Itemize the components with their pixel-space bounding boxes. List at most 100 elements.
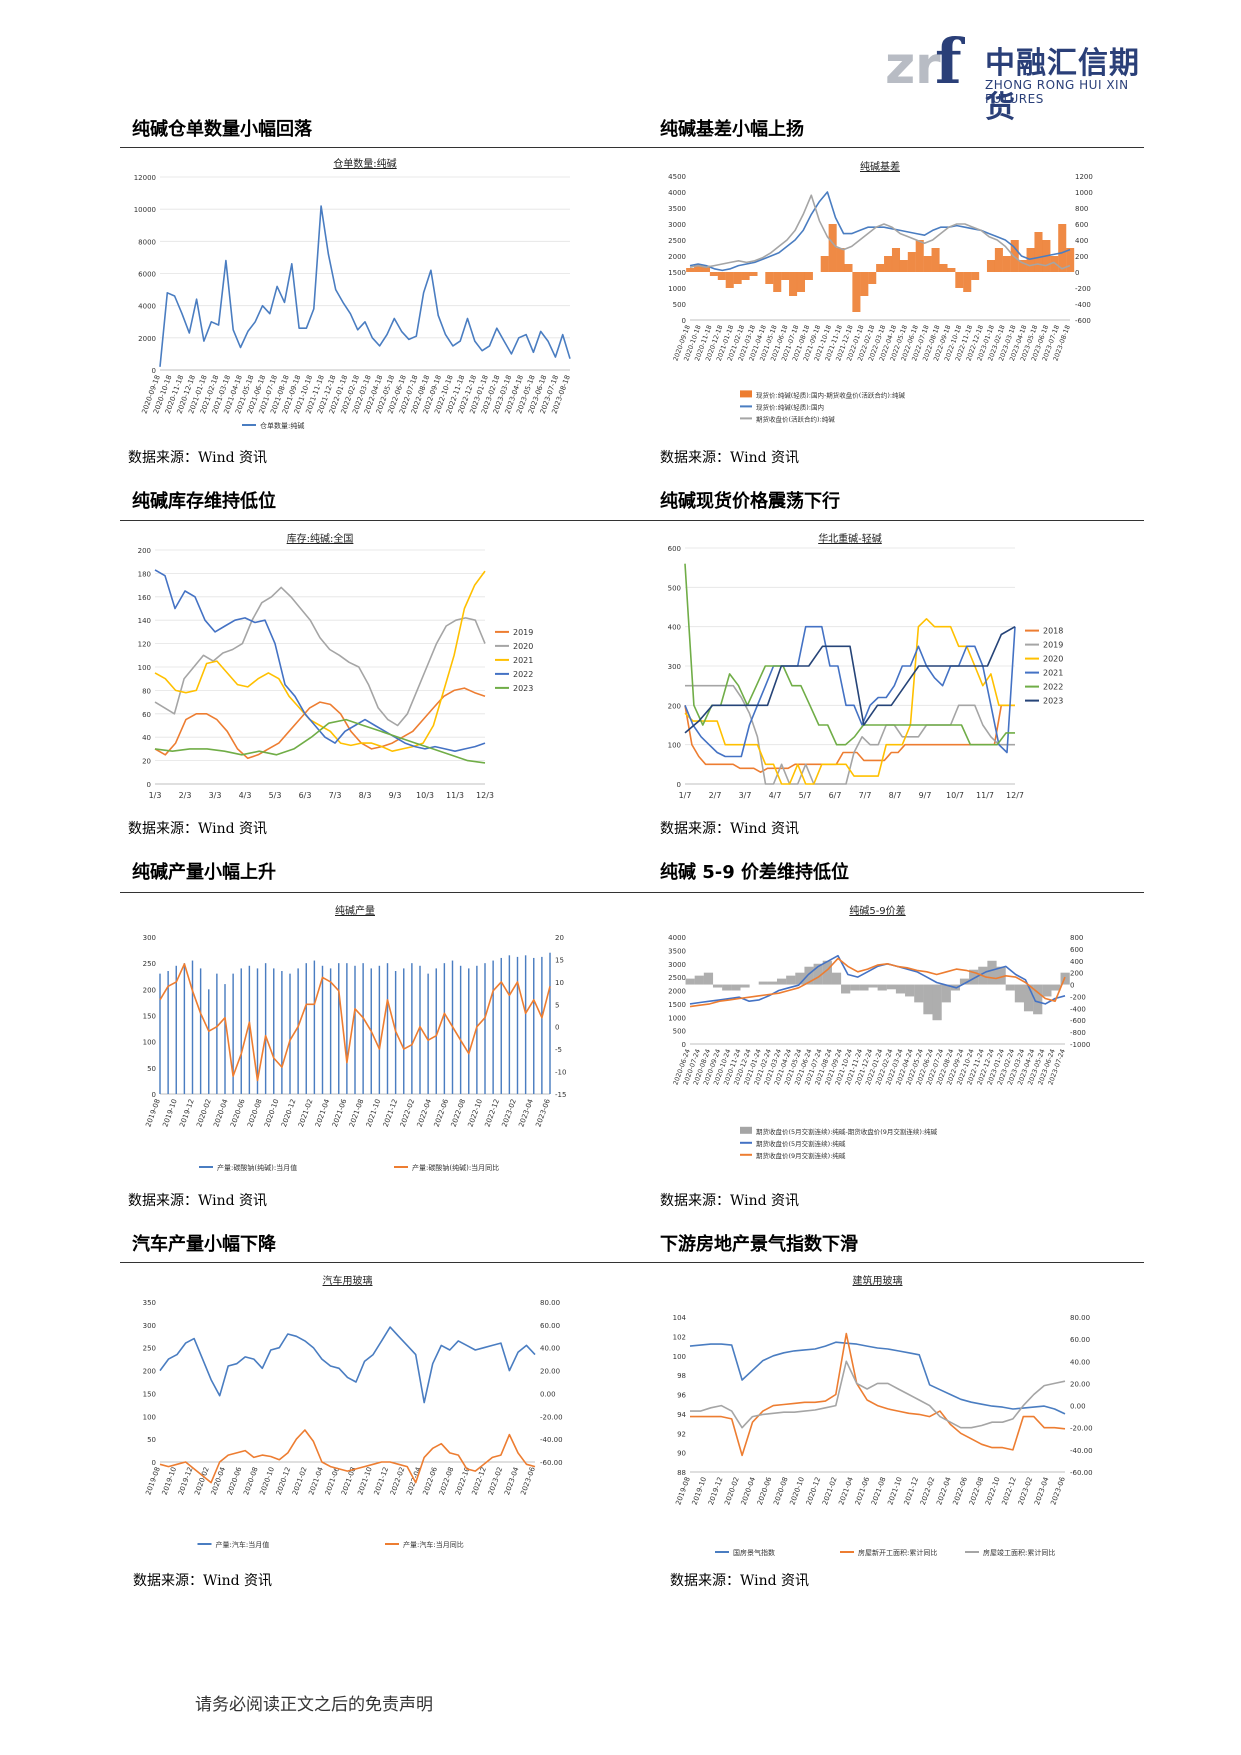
area-bar xyxy=(709,272,718,276)
y-tick-label: 0 xyxy=(682,1041,686,1049)
bar xyxy=(443,963,446,1094)
y2-tick-label: -5 xyxy=(555,1046,562,1054)
chart-title: 库存:纯碱:全国 xyxy=(287,532,354,545)
x-tick-label: 3/3 xyxy=(209,791,222,800)
bar xyxy=(524,955,527,1094)
y-tick-label: 3000 xyxy=(668,961,686,969)
area-bar xyxy=(1066,248,1075,272)
y-tick-label: 200 xyxy=(143,986,156,994)
section-divider xyxy=(120,1262,1144,1263)
area-bar xyxy=(781,272,790,280)
x-tick-label: 7/3 xyxy=(329,791,342,800)
area-bar xyxy=(1023,984,1034,1012)
y2-tick-label: -800 xyxy=(1070,1029,1086,1037)
area-bar xyxy=(994,248,1003,272)
chart-title: 建筑用玻璃 xyxy=(853,1274,903,1287)
area-bar xyxy=(915,240,924,272)
y2-tick-label: 80.00 xyxy=(1070,1314,1090,1322)
bar xyxy=(175,965,177,1094)
x-tick-label: 2020-12 xyxy=(275,1466,293,1496)
bar xyxy=(199,968,202,1094)
series-line xyxy=(154,687,486,760)
y2-tick-label: 40.00 xyxy=(540,1345,560,1353)
section-divider xyxy=(120,520,1144,521)
area-bar xyxy=(895,984,906,994)
x-tick-label: 11/7 xyxy=(976,791,994,800)
series-line xyxy=(684,625,1016,758)
bar xyxy=(297,968,299,1094)
x-tick-label: 2022-10 xyxy=(984,1476,1002,1506)
area-bar xyxy=(836,248,845,272)
y-tick-label: 2000 xyxy=(668,253,686,261)
bar xyxy=(386,963,389,1094)
area-bar xyxy=(828,224,837,272)
y2-tick-label: 60.00 xyxy=(1070,1336,1090,1344)
y2-tick-label: -400 xyxy=(1070,1005,1086,1013)
y2-tick-label: 40.00 xyxy=(1070,1358,1090,1366)
y-tick-label: 500 xyxy=(673,301,686,309)
area-bar xyxy=(1051,984,1061,991)
x-tick-label: 2020-10 xyxy=(258,1466,276,1496)
y-tick-label: 350 xyxy=(143,1299,156,1307)
x-tick-label: 2020-08 xyxy=(242,1466,260,1496)
x-tick-label: 2020-02 xyxy=(195,1098,213,1128)
x-tick-label: 2023-02 xyxy=(500,1098,518,1128)
x-tick-label: 2021-10 xyxy=(356,1466,374,1496)
bar xyxy=(419,965,421,1094)
bar xyxy=(549,952,551,1094)
chart-spot-price: 华北重碱-轻碱 0 100 200 300 400 500 600 1/7 2/7 3/7 4/7 5/… xyxy=(650,530,1120,812)
area-bar xyxy=(831,972,842,985)
area-bar xyxy=(795,972,805,985)
series-line xyxy=(684,563,1015,746)
legend-label: 现货价:纯碱(轻质):国内-期货收盘价(活跃合约):纯碱 xyxy=(756,390,906,399)
y-tick-label: 150 xyxy=(143,1013,156,1021)
y2-tick-label: 400 xyxy=(1070,958,1083,966)
company-logo: z r f 中融汇信期货 ZHONG RONG HUI XIN FUTURES xyxy=(885,28,1165,125)
chart-building-glass: 建筑用玻璃 88 90 92 94 96 98 100 102 104 -60.00 -40.00 -2… xyxy=(650,1272,1120,1557)
section-title: 纯碱基差小幅上扬 xyxy=(660,119,804,140)
x-tick-label: 2023-04 xyxy=(503,1465,521,1496)
bar xyxy=(541,956,543,1094)
legend-label: 产量:碳酸钠(纯碱):当月值 xyxy=(217,1163,297,1172)
x-tick-label: 2020-06 xyxy=(229,1097,247,1128)
y2-tick-label: 600 xyxy=(1070,946,1083,954)
series-line xyxy=(159,963,551,1082)
y-tick-label: 0 xyxy=(152,1459,156,1467)
y-tick-label: 1500 xyxy=(668,1001,686,1009)
y-tick-label: 300 xyxy=(143,934,156,942)
x-tick-label: 2021-10 xyxy=(886,1476,904,1506)
y2-tick-label: 60.00 xyxy=(540,1322,560,1330)
y-tick-label: 160 xyxy=(138,594,151,602)
x-tick-label: 2022-12 xyxy=(483,1098,501,1128)
y-tick-label: 3500 xyxy=(668,947,686,955)
logo-en-text: ZHONG RONG HUI XIN FUTURES xyxy=(985,78,1129,106)
x-tick-label: 2022-06 xyxy=(952,1475,970,1506)
y2-tick-label: -60.00 xyxy=(540,1459,563,1467)
y-tick-label: 20 xyxy=(142,758,151,766)
x-tick-label: 2021-04 xyxy=(307,1465,325,1496)
x-tick-label: 2020-02 xyxy=(723,1476,741,1506)
legend-label: 仓单数量:纯碱 xyxy=(260,421,304,430)
series-line xyxy=(684,618,1015,785)
section-title: 下游房地产景气指数下滑 xyxy=(660,1234,858,1255)
x-tick-label: 2021-02 xyxy=(297,1098,315,1128)
series-line xyxy=(689,194,1071,270)
y-tick-label: 4000 xyxy=(668,934,686,942)
x-tick-label: 5/3 xyxy=(269,791,282,800)
y2-tick-label: 800 xyxy=(1075,205,1088,213)
chart-auto-glass: 汽车用玻璃 0 50 100 150 200 250 300 350 -60.00 -40.00 -2… xyxy=(120,1272,590,1557)
bar xyxy=(378,965,381,1094)
bar xyxy=(281,971,283,1094)
y2-tick-label: 10 xyxy=(555,979,564,987)
bar xyxy=(273,968,275,1094)
section-title: 纯碱 5-9 价差维持低位 xyxy=(660,862,850,883)
legend-label: 2019 xyxy=(1043,641,1063,650)
y2-tick-label: -200 xyxy=(1075,285,1091,293)
y-tick-label: 500 xyxy=(668,584,681,592)
y2-tick-label: -1000 xyxy=(1070,1041,1090,1049)
y-tick-label: 300 xyxy=(143,1322,156,1330)
y2-tick-label: 1000 xyxy=(1075,189,1093,197)
bar xyxy=(321,965,324,1094)
y-tick-label: 4000 xyxy=(138,303,156,311)
y2-tick-label: 80.00 xyxy=(540,1299,560,1307)
